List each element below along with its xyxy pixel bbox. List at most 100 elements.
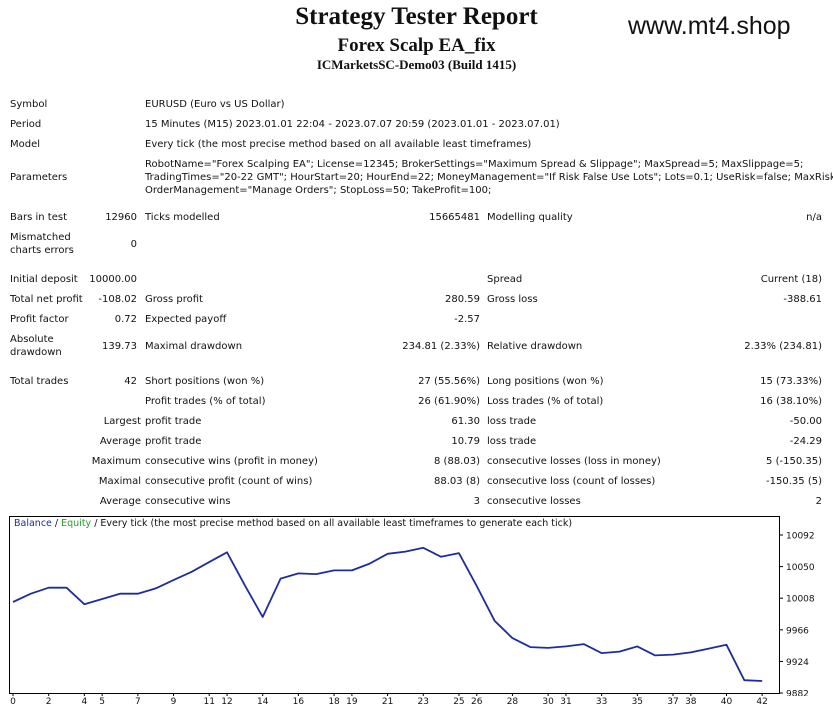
long-positions-value: 15 (73.33%) xyxy=(760,376,822,387)
y-tick-label: 9966 xyxy=(786,626,809,636)
total-trades-label: Total trades xyxy=(10,376,69,387)
x-tick-label: 11 xyxy=(203,697,215,707)
y-tick-label: 10092 xyxy=(786,532,815,542)
x-tick-label: 35 xyxy=(631,697,644,707)
x-tick-label: 31 xyxy=(560,697,572,707)
x-tick-label: 26 xyxy=(471,697,483,707)
parameters-label: Parameters xyxy=(10,172,68,183)
average-consecutive-losses-value: 2 xyxy=(815,496,822,507)
parameters-line: TradingTimes="20-22 GMT"; HourStart=20; … xyxy=(145,172,833,183)
largest-loss-label: loss trade xyxy=(487,416,537,427)
average-loss-label: loss trade xyxy=(487,436,537,447)
total-trades-value: 42 xyxy=(124,376,137,387)
expected-payoff-label: Expected payoff xyxy=(145,314,227,325)
maximal-consecutive-loss-label: consecutive loss (count of losses) xyxy=(487,476,656,487)
mismatch-label: Mismatched xyxy=(10,232,71,243)
average-label: Average xyxy=(99,436,141,447)
x-tick-label: 28 xyxy=(506,697,519,707)
gross-loss-label: Gross loss xyxy=(487,294,538,305)
largest-label: Largest xyxy=(103,416,141,427)
absolute-drawdown-label: drawdown xyxy=(10,347,62,358)
max-consecutive-wins-value: 8 (88.03) xyxy=(434,456,480,467)
short-positions-value: 27 (55.56%) xyxy=(418,376,480,387)
ea-name: Forex Scalp EA_fix xyxy=(337,35,496,56)
loss-trades-label: Loss trades (% of total) xyxy=(487,396,604,407)
profit-trades-value: 26 (61.90%) xyxy=(418,396,480,407)
profit-trades-label: Profit trades (% of total) xyxy=(145,396,266,407)
period-value: 15 Minutes (M15) 2023.01.01 22:04 - 2023… xyxy=(145,119,560,130)
spread-label: Spread xyxy=(487,274,523,285)
average-label: Average xyxy=(99,496,141,507)
largest-profit-value: 61.30 xyxy=(451,416,480,427)
average-loss-value: -24.29 xyxy=(789,436,822,447)
legend-description: / Every tick (the most precise method ba… xyxy=(91,518,573,529)
deposit-value: 10000.00 xyxy=(89,274,137,285)
ticks-value: 15665481 xyxy=(429,212,480,223)
x-tick-label: 33 xyxy=(595,697,608,707)
maximal-consecutive-profit-value: 88.03 (8) xyxy=(434,476,480,487)
largest-profit-label: profit trade xyxy=(145,416,202,427)
brand-watermark: www.mt4.shop xyxy=(628,12,791,40)
absolute-drawdown-label: Absolute xyxy=(10,334,54,345)
x-tick-label: 14 xyxy=(256,697,269,707)
x-tick-label: 7 xyxy=(134,697,141,707)
maximal-consecutive-profit-label: consecutive profit (count of wins) xyxy=(145,476,313,487)
parameters-line: OrderManagement="Manage Orders"; StopLos… xyxy=(145,185,492,196)
y-tick-label: 10050 xyxy=(786,563,815,573)
x-tick-label: 2 xyxy=(45,697,52,707)
profit-factor-value: 0.72 xyxy=(114,314,137,325)
max-consecutive-wins-label: consecutive wins (profit in money) xyxy=(145,456,318,467)
plot-frame xyxy=(9,516,780,694)
max-consecutive-losses-value: 5 (-150.35) xyxy=(766,456,822,467)
quality-value: n/a xyxy=(806,212,822,223)
x-tick-label: 21 xyxy=(381,697,394,707)
x-tick-label: 18 xyxy=(328,697,340,707)
deposit-label: Initial deposit xyxy=(10,274,78,285)
average-profit-label: profit trade xyxy=(145,436,202,447)
x-tick-label: 12 xyxy=(221,697,233,707)
maximal-drawdown-value: 234.81 (2.33%) xyxy=(402,341,480,352)
parameters-line: RobotName="Forex Scalping EA"; License=1… xyxy=(145,159,804,170)
gross-loss-value: -388.61 xyxy=(783,294,822,305)
period-label: Period xyxy=(10,119,42,130)
x-tick-label: 23 xyxy=(417,697,429,707)
relative-drawdown-label: Relative drawdown xyxy=(487,341,583,352)
symbol-label: Symbol xyxy=(10,99,48,110)
bars-label: Bars in test xyxy=(10,212,67,223)
average-consecutive-wins-value: 3 xyxy=(473,496,480,507)
gross-profit-label: Gross profit xyxy=(145,294,203,305)
maximal-label: Maximal xyxy=(98,476,141,487)
net-profit-value: -108.02 xyxy=(98,294,137,305)
legend-separator: / xyxy=(51,518,62,529)
model-label: Model xyxy=(10,139,41,150)
long-positions-label: Long positions (won %) xyxy=(487,376,604,387)
average-consecutive-wins-label: consecutive wins xyxy=(145,496,231,507)
ticks-label: Ticks modelled xyxy=(145,212,220,223)
legend-equity: Equity xyxy=(61,518,92,529)
x-tick-label: 9 xyxy=(170,697,177,707)
mismatch-label: charts errors xyxy=(10,245,74,256)
x-tick-label: 25 xyxy=(453,697,465,707)
report-title: Strategy Tester Report xyxy=(295,3,538,30)
x-tick-label: 30 xyxy=(542,697,554,707)
balance-chart: 10092 10050 10008 9966 9924 9882 xyxy=(9,516,815,697)
short-positions-label: Short positions (won %) xyxy=(145,376,265,387)
x-tick-label: 38 xyxy=(685,697,697,707)
x-tick-label: 19 xyxy=(346,697,358,707)
y-tick-label: 9882 xyxy=(786,690,809,697)
mismatch-value: 0 xyxy=(130,239,137,250)
maximum-label: Maximum xyxy=(91,456,141,467)
max-consecutive-losses-label: consecutive losses (loss in money) xyxy=(487,456,661,467)
model-value: Every tick (the most precise method base… xyxy=(145,139,532,150)
x-tick-label: 4 xyxy=(81,697,88,707)
profit-factor-label: Profit factor xyxy=(10,314,69,325)
symbol-value: EURUSD (Euro vs US Dollar) xyxy=(145,99,285,110)
x-tick-label: 42 xyxy=(756,697,768,707)
expected-payoff-value: -2.57 xyxy=(454,314,480,325)
quality-label: Modelling quality xyxy=(487,212,573,223)
legend-balance: Balance xyxy=(14,518,52,529)
bars-value: 12960 xyxy=(105,212,137,223)
x-tick-label: 37 xyxy=(667,697,679,707)
average-consecutive-losses-label: consecutive losses xyxy=(487,496,581,507)
x-tick-label: 40 xyxy=(720,697,733,707)
